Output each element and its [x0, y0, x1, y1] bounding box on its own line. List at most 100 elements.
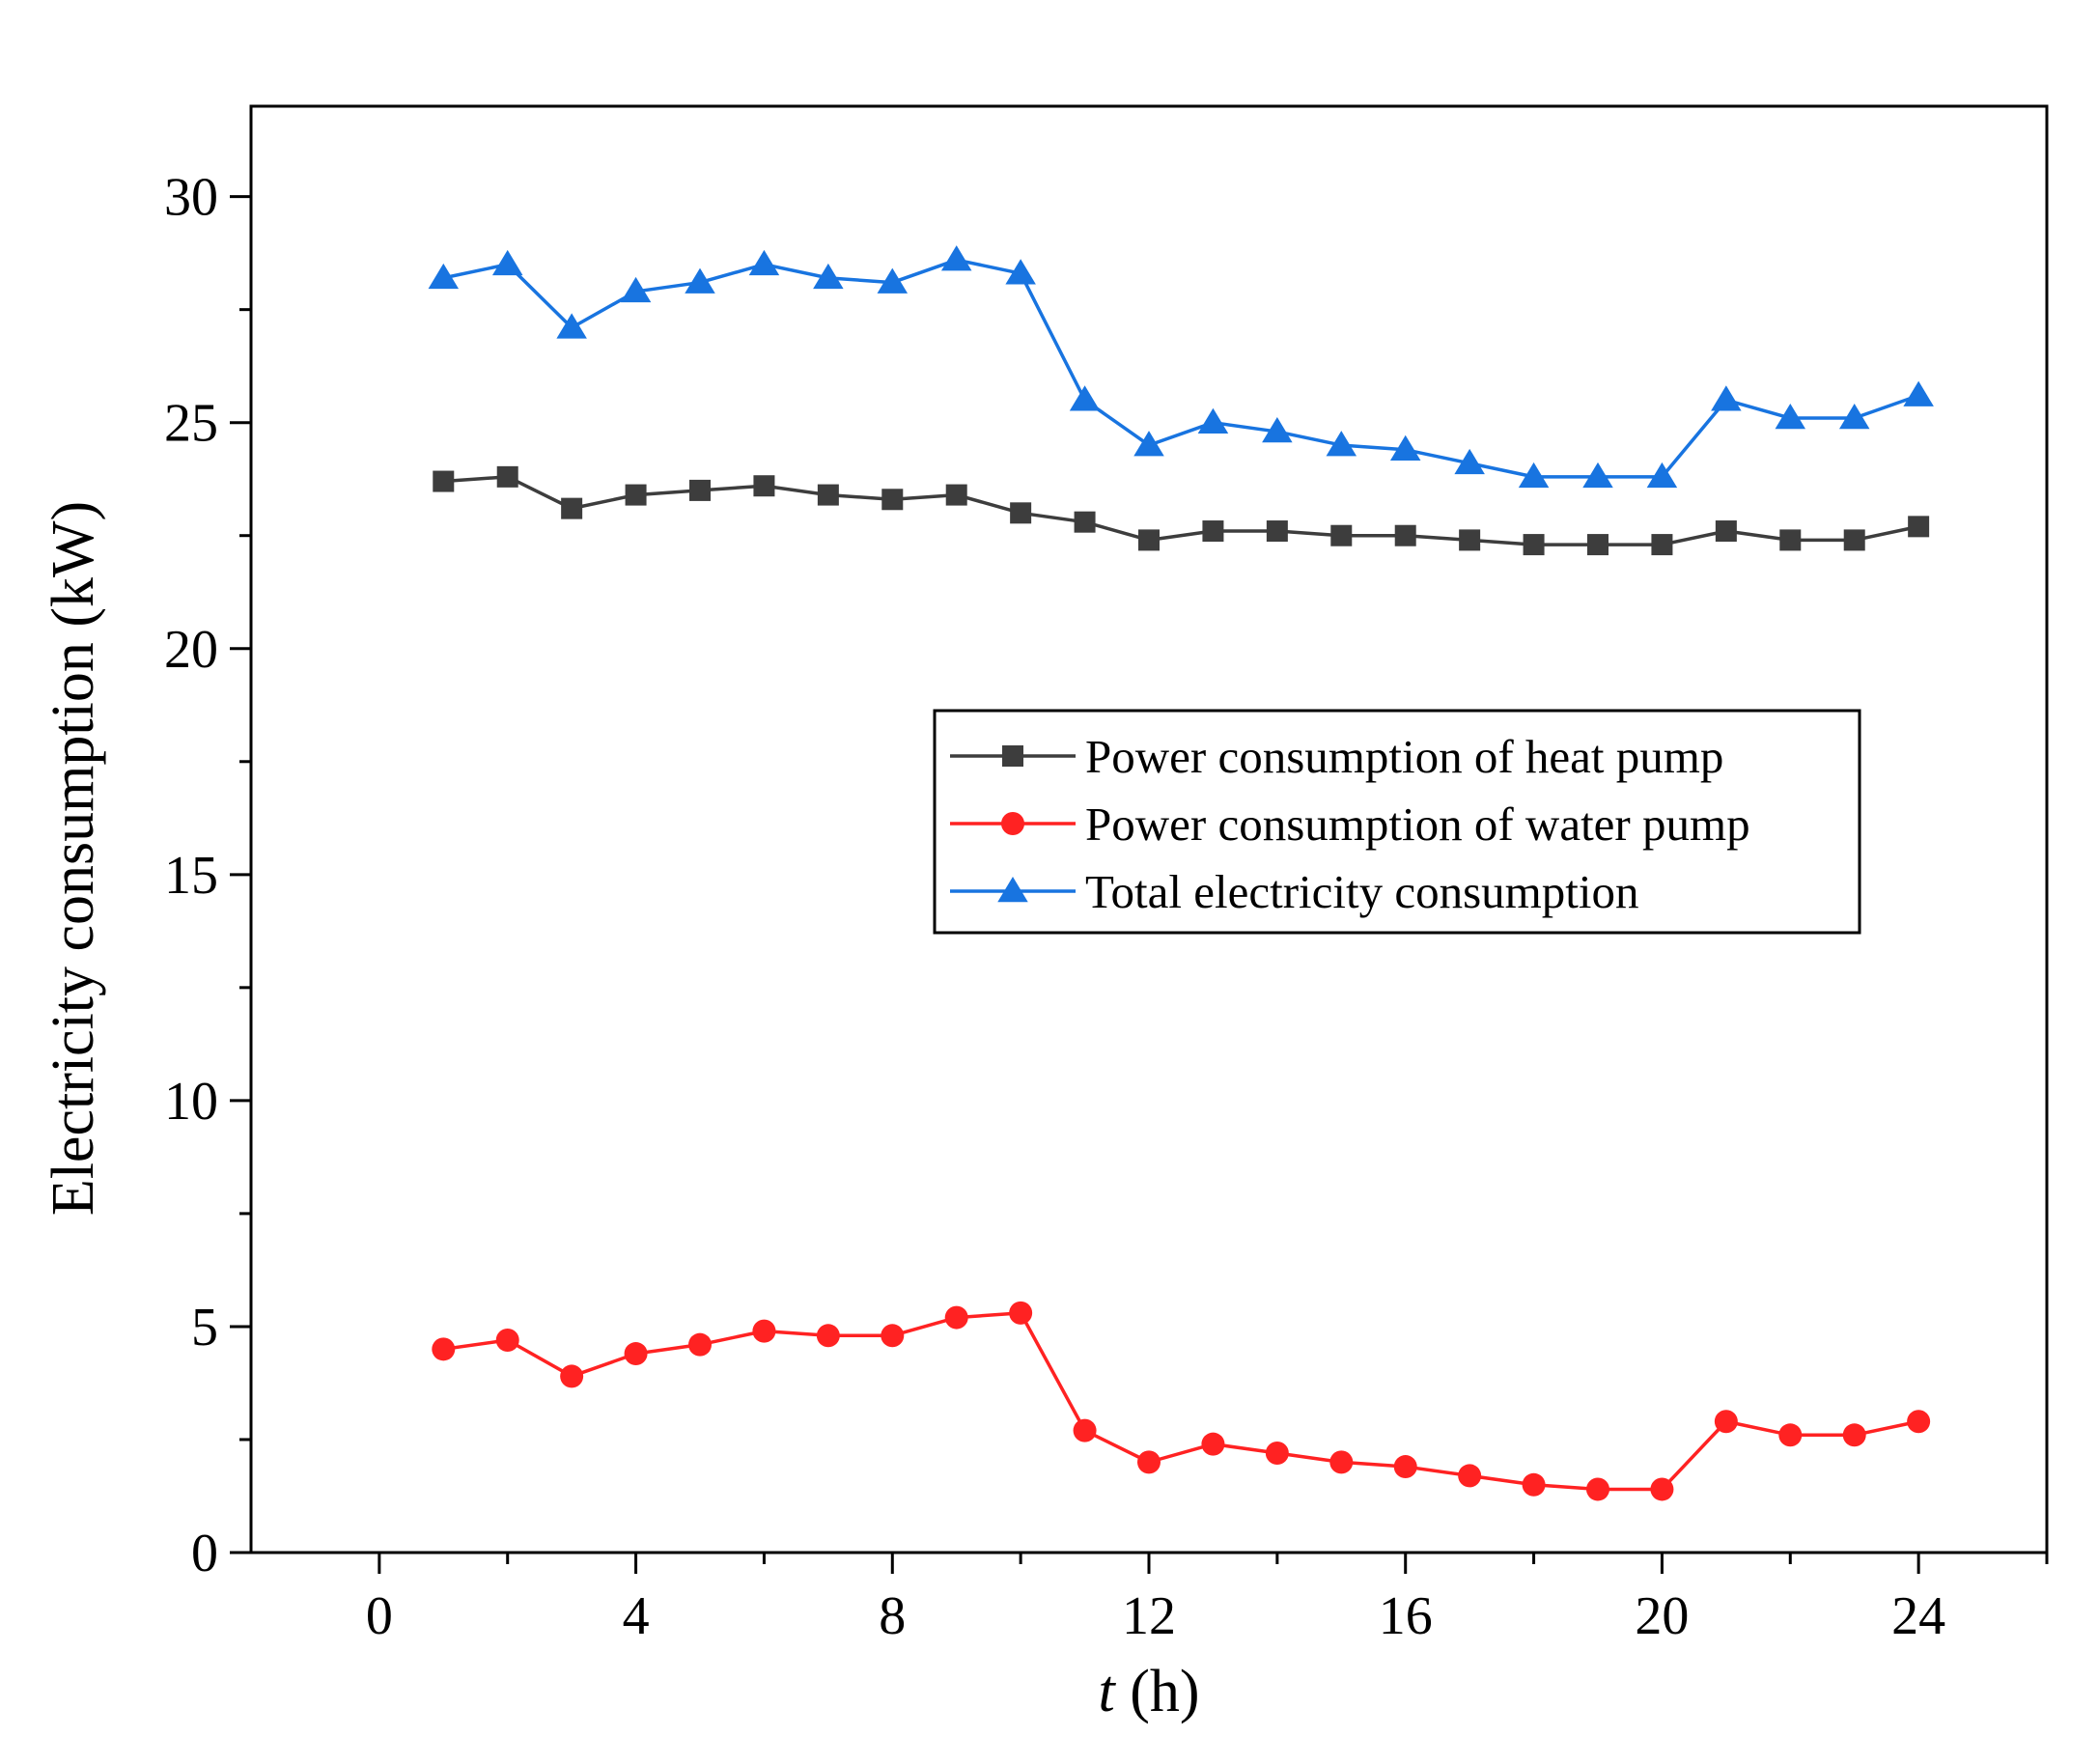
- data-point-circle: [688, 1332, 712, 1357]
- y-tick-label: 25: [164, 394, 218, 454]
- data-point-square: [1779, 529, 1802, 551]
- data-point-circle: [881, 1324, 905, 1348]
- data-point-circle: [1393, 1455, 1417, 1479]
- data-point-square: [1459, 529, 1481, 551]
- series-3: [428, 245, 1934, 489]
- y-tick-label: 15: [164, 846, 218, 906]
- data-point-triangle: [1775, 404, 1806, 430]
- data-point-circle: [1137, 1450, 1161, 1474]
- data-point-square: [881, 489, 904, 511]
- data-point-triangle: [1903, 380, 1934, 406]
- data-point-square: [1523, 534, 1545, 556]
- data-point-circle: [1265, 1442, 1289, 1466]
- legend-label: Total electricity consumption: [1085, 865, 1639, 918]
- data-point-triangle: [1389, 434, 1421, 462]
- data-point-circle: [1650, 1477, 1674, 1501]
- data-point-circle: [1073, 1418, 1097, 1442]
- data-point-triangle: [1197, 407, 1229, 434]
- data-point-square: [1330, 524, 1353, 546]
- data-point-circle: [495, 1328, 519, 1352]
- legend-label: Power consumption of heat pump: [1085, 730, 1723, 783]
- data-point-triangle: [620, 276, 652, 303]
- data-point-triangle: [1262, 417, 1293, 443]
- x-axis-title-unit: (h): [1115, 1659, 1200, 1724]
- data-point-square: [753, 475, 775, 497]
- data-point-square: [1587, 534, 1608, 556]
- data-point-square: [625, 484, 647, 506]
- data-point-triangle: [1711, 385, 1742, 411]
- x-tick-label: 12: [1122, 1586, 1176, 1646]
- legend-item: Power consumption of water pump: [950, 798, 1750, 851]
- series-1: [433, 465, 1930, 556]
- data-point-circle: [1778, 1423, 1803, 1447]
- y-tick-label: 20: [164, 620, 218, 680]
- data-point-triangle: [491, 249, 523, 276]
- data-point-circle: [1522, 1472, 1546, 1497]
- data-point-square: [1715, 520, 1737, 543]
- x-tick-label: 0: [366, 1586, 393, 1646]
- x-tick-label: 16: [1379, 1586, 1433, 1646]
- data-point-square: [689, 479, 711, 501]
- y-tick-label: 10: [164, 1072, 218, 1132]
- y-tick-label: 30: [164, 168, 218, 228]
- data-point-triangle: [1646, 462, 1678, 489]
- legend-box: [933, 709, 1861, 935]
- legend-label: Power consumption of water pump: [1085, 798, 1750, 851]
- data-point-triangle: [1838, 404, 1870, 430]
- data-point-triangle: [1518, 462, 1550, 489]
- x-tick-label: 24: [1891, 1586, 1945, 1646]
- data-point-circle: [1842, 1423, 1866, 1447]
- x-axis-title-variable: t: [1098, 1659, 1116, 1724]
- data-point-triangle: [1069, 385, 1101, 411]
- data-point-square: [1651, 534, 1673, 556]
- data-point-circle: [1009, 1301, 1033, 1325]
- legend-marker-triangle: [997, 877, 1028, 903]
- x-axis-title: t (h): [1098, 1659, 1199, 1724]
- data-point-triangle: [748, 249, 780, 276]
- data-point-triangle: [556, 313, 587, 339]
- series-line: [442, 258, 1919, 479]
- data-point-circle: [816, 1324, 840, 1348]
- data-point-circle: [1714, 1410, 1738, 1434]
- data-point-triangle: [1133, 431, 1164, 457]
- data-point-square: [496, 465, 518, 488]
- data-point-circle: [944, 1305, 968, 1330]
- data-point-triangle: [428, 263, 460, 290]
- data-point-circle: [752, 1319, 776, 1343]
- data-point-triangle: [1326, 431, 1357, 457]
- data-point-square: [1202, 520, 1224, 543]
- data-point-circle: [432, 1337, 456, 1361]
- legend-marker-circle: [1001, 812, 1024, 835]
- legend-item: Power consumption of heat pump: [950, 730, 1723, 783]
- data-point-circle: [1201, 1432, 1225, 1456]
- legend-item: Total electricity consumption: [950, 865, 1639, 918]
- data-point-square: [1138, 529, 1160, 551]
- data-point-square: [1394, 524, 1416, 546]
- data-point-circle: [560, 1364, 584, 1388]
- y-tick-label: 5: [191, 1298, 218, 1358]
- data-point-triangle: [1454, 448, 1485, 475]
- series-line: [443, 475, 1919, 546]
- data-point-square: [1074, 511, 1096, 533]
- data-point-square: [561, 497, 583, 519]
- data-point-square: [1266, 520, 1288, 543]
- data-point-triangle: [1005, 259, 1036, 285]
- legend-marker-square: [1002, 745, 1023, 767]
- data-point-circle: [624, 1342, 648, 1366]
- data-point-triangle: [813, 263, 844, 290]
- data-point-circle: [1586, 1477, 1609, 1501]
- data-point-square: [945, 484, 967, 506]
- data-point-circle: [1907, 1410, 1931, 1434]
- data-point-triangle: [685, 267, 715, 294]
- y-tick-label: 0: [191, 1524, 218, 1583]
- series-2: [432, 1301, 1931, 1501]
- data-point-square: [1010, 502, 1032, 524]
- data-point-triangle: [877, 267, 909, 294]
- data-point-triangle: [940, 245, 972, 271]
- data-point-square: [433, 470, 455, 492]
- data-point-square: [817, 484, 839, 506]
- data-point-triangle: [1582, 462, 1613, 489]
- x-tick-label: 8: [879, 1586, 906, 1646]
